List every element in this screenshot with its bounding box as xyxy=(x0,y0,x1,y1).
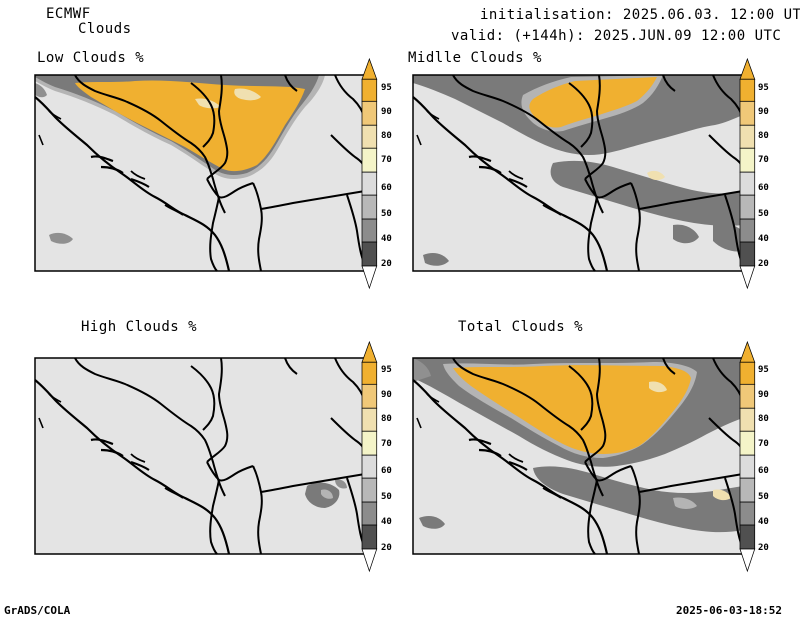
colorbar-labels-total: 95 90 80 70 60 50 40 20 xyxy=(758,365,769,553)
cb-high-90: 90 xyxy=(381,390,392,400)
panel-low-clouds xyxy=(33,73,367,273)
colorbar-middle xyxy=(739,58,756,289)
panel-middle-clouds xyxy=(411,73,745,273)
cb-total-60: 60 xyxy=(758,466,769,476)
cb-total-95: 95 xyxy=(758,365,769,375)
cb-total-90: 90 xyxy=(758,390,769,400)
cb-high-95: 95 xyxy=(381,365,392,375)
colorbar-labels-low: 95 90 80 70 60 50 40 20 xyxy=(381,83,392,269)
cb-total-50: 50 xyxy=(758,492,769,502)
cb-mid-70: 70 xyxy=(758,155,769,165)
product-label: Clouds xyxy=(78,21,132,37)
colorbar-low xyxy=(361,58,378,289)
panel-total-clouds xyxy=(411,356,745,556)
cb-total-20: 20 xyxy=(758,543,769,553)
cb-mid-60: 60 xyxy=(758,183,769,193)
cb-low-90: 90 xyxy=(381,107,392,117)
panel-title-high: High Clouds % xyxy=(81,319,198,335)
cb-high-70: 70 xyxy=(381,439,392,449)
colorbar-total xyxy=(739,341,756,572)
colorbar-labels-high: 95 90 80 70 60 50 40 20 xyxy=(381,365,392,553)
cb-high-80: 80 xyxy=(381,414,392,424)
cb-high-40: 40 xyxy=(381,517,392,527)
colorbar-high xyxy=(361,341,378,572)
panel-high-clouds xyxy=(33,356,367,556)
cb-total-70: 70 xyxy=(758,439,769,449)
cb-mid-90: 90 xyxy=(758,107,769,117)
cb-high-50: 50 xyxy=(381,492,392,502)
cb-low-40: 40 xyxy=(381,234,392,244)
cb-low-80: 80 xyxy=(381,131,392,141)
cb-low-70: 70 xyxy=(381,155,392,165)
cb-low-20: 20 xyxy=(381,259,392,269)
cb-low-50: 50 xyxy=(381,209,392,219)
cb-mid-80: 80 xyxy=(758,131,769,141)
init-label: initialisation: 2025.06.03. 12:00 UTC xyxy=(480,7,800,23)
model-label: ECMWF xyxy=(46,6,91,22)
footer-timestamp: 2025-06-03-18:52 xyxy=(676,604,782,617)
cb-mid-50: 50 xyxy=(758,209,769,219)
cb-mid-95: 95 xyxy=(758,83,769,93)
cb-high-20: 20 xyxy=(381,543,392,553)
valid-label: valid: (+144h): 2025.JUN.09 12:00 UTC xyxy=(451,28,782,44)
panel-title-low: Low Clouds % xyxy=(37,50,145,66)
panel-title-total: Total Clouds % xyxy=(458,319,584,335)
panel-title-middle: Midlle Clouds % xyxy=(408,50,542,66)
footer-grads-label: GrADS/COLA xyxy=(4,604,71,617)
colorbar-labels-middle: 95 90 80 70 60 50 40 20 xyxy=(758,83,769,269)
cb-mid-40: 40 xyxy=(758,234,769,244)
cb-mid-20: 20 xyxy=(758,259,769,269)
cb-total-80: 80 xyxy=(758,414,769,424)
cb-high-60: 60 xyxy=(381,466,392,476)
cb-low-60: 60 xyxy=(381,183,392,193)
cb-total-40: 40 xyxy=(758,517,769,527)
cb-low-95: 95 xyxy=(381,83,392,93)
